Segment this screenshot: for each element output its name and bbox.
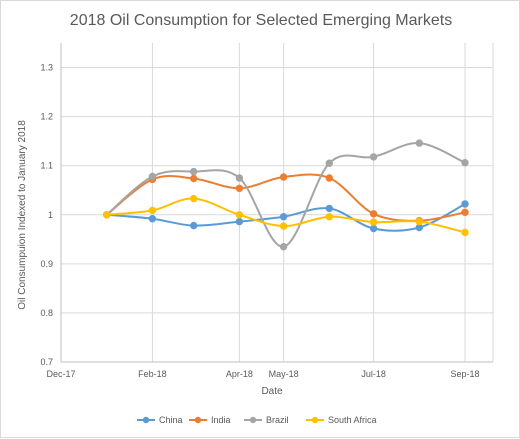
y-tick-label: 0.9 (40, 259, 53, 269)
data-point-brazil (461, 159, 469, 167)
data-point-india (279, 173, 288, 181)
data-point-south-africa (148, 206, 157, 215)
data-point-india (369, 210, 378, 218)
y-tick-label: 1.1 (40, 161, 53, 171)
data-point-china (235, 217, 244, 226)
axes (60, 43, 493, 363)
y-tick-label: 0.8 (40, 308, 53, 318)
legend-swatch-marker (194, 416, 202, 424)
x-axis-label: Date (261, 386, 283, 397)
data-point-south-africa (235, 211, 244, 219)
data-point-south-africa (103, 211, 111, 219)
data-point-india (461, 208, 469, 217)
legend-item-brazil: Brazil (244, 415, 289, 425)
legend-label: Brazil (266, 415, 289, 425)
legend-label: South Africa (328, 415, 377, 425)
data-point-china (369, 224, 378, 233)
data-point-brazil (279, 243, 288, 251)
data-point-brazil (369, 153, 378, 161)
x-tick-label: Sep-18 (450, 369, 479, 379)
y-tick-label: 1 (48, 210, 53, 220)
data-point-brazil (415, 139, 423, 147)
data-point-brazil (325, 159, 333, 167)
legend-swatch-marker (249, 416, 257, 424)
legend-item-india: India (189, 415, 231, 425)
data-point-india (235, 184, 244, 193)
x-tick-label: Jul-18 (361, 369, 386, 379)
legend-label: China (159, 415, 183, 425)
data-point-brazil (148, 172, 157, 181)
legend: China India Brazil South Africa (137, 415, 377, 425)
data-point-south-africa (279, 222, 288, 230)
x-tick-label: May-18 (269, 369, 299, 379)
x-tick-labels: Dec-17 Feb-18 Apr-18 May-18 Jul-18 Sep-18 (46, 369, 479, 379)
x-tick-label: Apr-18 (226, 369, 253, 379)
y-tick-label: 0.7 (40, 357, 53, 367)
legend-swatch-marker (142, 416, 150, 424)
legend-item-south-africa: South Africa (306, 415, 377, 425)
data-point-brazil (190, 167, 198, 176)
data-point-south-africa (325, 213, 333, 221)
data-point-south-africa (415, 217, 423, 226)
x-tick-label: Feb-18 (138, 369, 167, 379)
data-point-brazil (235, 174, 244, 182)
x-tick-label: Dec-17 (46, 369, 75, 379)
legend-label: India (211, 415, 231, 425)
series-line-brazil (106, 142, 466, 248)
data-point-china (461, 200, 469, 208)
data-point-china (325, 204, 333, 213)
data-point-india (190, 174, 198, 183)
data-point-china (190, 221, 198, 230)
data-point-south-africa (190, 194, 198, 203)
series-group (103, 139, 469, 251)
data-point-south-africa (461, 228, 469, 237)
y-tick-labels: 0.7 0.8 0.9 1 1.1 1.2 1.3 (40, 63, 53, 367)
data-point-china (148, 215, 157, 223)
gridlines (61, 43, 494, 362)
y-tick-label: 1.3 (40, 63, 53, 73)
legend-swatch-marker (311, 416, 319, 424)
data-point-china (279, 213, 288, 221)
chart-title: 2018 Oil Consumption for Selected Emergi… (70, 12, 452, 29)
legend-item-china: China (137, 415, 183, 425)
y-axis-label: Oil Consumpuion Indexed to January 2018 (17, 120, 28, 310)
data-point-india (325, 174, 333, 182)
data-point-south-africa (369, 218, 378, 226)
y-tick-label: 1.2 (40, 112, 53, 122)
